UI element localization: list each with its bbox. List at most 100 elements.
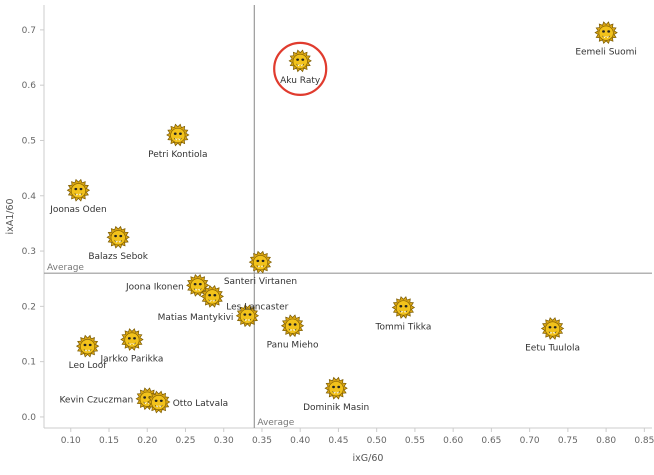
mascot-eye: [332, 385, 335, 389]
point-label: Eemeli Suomi: [575, 48, 637, 58]
mascot-teeth: [244, 319, 251, 322]
x-tick-label: 0.35: [252, 436, 272, 446]
y-tick-label: 0.4: [22, 192, 37, 202]
mascot-eye: [296, 58, 300, 61]
y-tick-label: 0.7: [22, 26, 36, 36]
mascot-face: [545, 321, 561, 337]
mascot-teeth: [297, 64, 304, 67]
mascot-face: [151, 395, 167, 411]
mascot-face: [70, 183, 86, 199]
point-label: Aku Raty: [280, 76, 321, 86]
y-axis-title: ixA1/60: [5, 198, 16, 234]
player-point-icon[interactable]: [106, 225, 130, 249]
player-point-icon[interactable]: [120, 328, 144, 351]
mascot-eye: [213, 294, 217, 297]
x-tick-label: 0.20: [137, 436, 157, 446]
x-tick-label: 0.70: [520, 436, 540, 446]
mascot-teeth: [155, 405, 162, 408]
player-point-icon[interactable]: [594, 21, 618, 45]
mascot-face: [239, 308, 255, 324]
mascot-teeth: [75, 193, 82, 196]
x-tick-label: 0.25: [175, 436, 195, 446]
mascot-eye: [159, 399, 163, 403]
point-label: Les Lancaster: [226, 302, 288, 312]
point-label: Otto Latvala: [173, 399, 228, 409]
mascot-eye: [208, 294, 212, 297]
x-tick-label: 0.10: [61, 436, 81, 446]
point-label: Leo Loof: [69, 361, 108, 371]
mascot-eye: [399, 305, 403, 308]
mascot-face: [285, 318, 301, 334]
x-tick-label: 0.40: [290, 436, 310, 446]
mascot-eye: [143, 396, 147, 399]
x-tick-label: 0.50: [367, 436, 387, 446]
player-point-icon[interactable]: [540, 317, 565, 340]
x-tick-label: 0.60: [443, 436, 463, 446]
x-tick-label: 0.55: [405, 436, 425, 446]
point-label: Kevin Czuczman: [59, 396, 133, 406]
player-point-icon[interactable]: [248, 250, 273, 274]
mascot-teeth: [194, 288, 201, 291]
mascot-teeth: [174, 138, 181, 141]
mascot-eye: [79, 187, 83, 191]
mascot-eye: [154, 399, 158, 403]
player-point-icon[interactable]: [75, 334, 100, 358]
mascot-teeth: [400, 310, 407, 313]
point-label: Matias Mantykivi: [158, 313, 234, 323]
player-point-icon[interactable]: [166, 123, 190, 147]
mascot-teeth: [209, 299, 216, 302]
point-label: Joona Ikonen: [125, 282, 184, 292]
mascot-teeth: [115, 240, 122, 243]
mascot-eye: [193, 282, 197, 286]
player-point-icon[interactable]: [288, 49, 312, 73]
average-lines-group: Average Average: [44, 5, 652, 428]
point-label: Jarkko Parikka: [100, 355, 164, 365]
mascot-teeth: [257, 265, 264, 268]
mascot-eye: [602, 30, 605, 33]
mascot-face: [170, 127, 186, 143]
mascot-eye: [74, 187, 78, 191]
mascot-eye: [119, 234, 123, 238]
player-point-icon[interactable]: [186, 273, 210, 297]
x-tick-label: 0.65: [481, 436, 501, 446]
mascot-teeth: [603, 36, 609, 39]
mascot-eye: [288, 323, 292, 326]
point-label: Eetu Tuulola: [525, 343, 580, 353]
axes-group: 0.10 0.15 0.20 0.25 0.30 0.35 0.40 0.45 0.50 0.55…: [22, 5, 654, 446]
player-point-icon[interactable]: [324, 376, 348, 400]
mascot-eye: [404, 305, 408, 308]
player-point-icon[interactable]: [235, 304, 260, 328]
mascot-eye: [88, 343, 92, 347]
mascot-face: [124, 332, 140, 348]
points-group: [66, 21, 618, 414]
x-tick-label: 0.30: [214, 436, 234, 446]
player-point-icon[interactable]: [147, 390, 171, 414]
point-label: Panu Mieho: [267, 341, 319, 351]
mascot-eye: [293, 323, 297, 326]
mascot-teeth: [129, 342, 135, 346]
mascot-eye: [553, 326, 557, 329]
mascot-teeth: [289, 329, 296, 332]
mascot-eye: [83, 343, 87, 347]
mascot-face: [252, 255, 268, 271]
mascot-teeth: [333, 391, 339, 394]
point-label: Tommi Tikka: [375, 322, 432, 332]
point-label: Santeri Virtanen: [224, 277, 297, 287]
x-tick-label: 0.75: [558, 436, 578, 446]
mascot-eye: [607, 30, 611, 33]
mascot-eye: [548, 326, 552, 329]
y-tick-label: 0.6: [22, 81, 37, 91]
player-point-icon[interactable]: [66, 178, 91, 202]
highlight-circle: [273, 41, 328, 96]
x-axis-title: ixG/60: [353, 453, 384, 464]
mascot-eye: [179, 132, 182, 135]
y-tick-label: 0.3: [22, 247, 36, 257]
player-point-icon[interactable]: [280, 314, 305, 338]
mascot-eye: [114, 234, 117, 238]
mascot-eye: [301, 58, 305, 61]
point-label: Balazs Sebok: [88, 252, 148, 262]
player-point-icon[interactable]: [391, 296, 416, 319]
player-point-icon[interactable]: [200, 285, 224, 308]
